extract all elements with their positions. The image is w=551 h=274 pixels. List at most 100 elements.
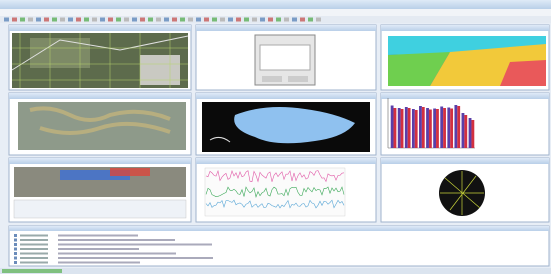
bar [457,106,460,148]
tool-icon[interactable] [188,18,193,22]
tool-icon[interactable] [252,18,257,22]
tool-icon[interactable] [52,18,57,22]
bar [401,109,404,148]
bar [391,106,394,149]
tool-icon[interactable] [20,18,25,22]
log-cell [58,244,212,246]
bar [440,107,443,149]
panel-world-map [9,93,191,155]
panel-dialog [196,25,376,90]
bar [422,107,425,148]
bar [394,108,397,148]
bar [398,108,401,148]
bar [412,109,415,148]
tool-icon[interactable] [60,18,65,22]
toolbar[interactable] [0,16,551,23]
tool-icon[interactable] [196,18,201,22]
tool-icon[interactable] [204,18,209,22]
log-icon [14,234,17,237]
tool-icon[interactable] [164,18,169,22]
bar [454,105,457,148]
tool-icon[interactable] [316,18,321,22]
log-cell [58,235,138,237]
tool-icon[interactable] [28,18,33,22]
log-icon [14,261,17,264]
tool-icon[interactable] [284,18,289,22]
log-icon [14,257,17,260]
bar [408,108,411,148]
dialog-button[interactable] [288,76,308,82]
tool-icon[interactable] [100,18,105,22]
tool-icon[interactable] [148,18,153,22]
bar [419,106,422,148]
tool-icon[interactable] [260,18,265,22]
log-panel [9,226,549,266]
tool-icon[interactable] [36,18,41,22]
tool-icon[interactable] [140,18,145,22]
log-cell [58,262,140,264]
bar [426,108,429,148]
panel-lake-map [196,93,376,155]
log-cell [58,257,213,259]
log-cell [58,248,139,250]
tool-icon[interactable] [276,18,281,22]
tool-icon[interactable] [212,18,217,22]
bar [429,110,432,149]
tool-icon[interactable] [172,18,177,22]
app-window [0,0,551,274]
tool-icon[interactable] [236,18,241,22]
log-icon [14,239,17,242]
log-icon [14,248,17,251]
log-icon [14,252,17,255]
bar [433,109,436,149]
bar [415,110,418,148]
log-cell [20,235,48,237]
tool-icon[interactable] [180,18,185,22]
log-cell [20,244,48,246]
bar [405,107,408,148]
panel-map [9,25,191,90]
bar [450,109,453,149]
tool-icon[interactable] [116,18,121,22]
log-cell [20,257,48,259]
tool-icon[interactable] [132,18,137,22]
panel-line-chart [196,158,376,222]
tool-icon[interactable] [220,18,225,22]
panel-polar-plot [381,158,549,222]
tool-icon[interactable] [300,18,305,22]
tool-icon[interactable] [92,18,97,22]
bar [469,118,472,148]
tool-icon[interactable] [124,18,129,22]
tool-icon[interactable] [156,18,161,22]
bar [464,115,467,148]
tool-icon[interactable] [4,18,9,22]
bar [436,109,439,148]
tool-icon[interactable] [292,18,297,22]
log-cell [20,248,48,250]
tool-icon[interactable] [244,18,249,22]
menu-bar[interactable] [0,9,551,16]
log-cell [58,253,176,255]
log-cell [58,239,175,241]
bar [443,108,446,148]
tool-icon[interactable] [268,18,273,22]
bar [447,108,450,149]
tool-icon[interactable] [12,18,17,22]
log-icon [14,243,17,246]
tool-icon[interactable] [68,18,73,22]
log-cell [20,239,48,241]
title-bar [0,0,551,9]
page: {"bar_panel": {"type": "bar", "ylim": [0… [0,0,551,274]
tool-icon[interactable] [76,18,81,22]
tool-icon[interactable] [84,18,89,22]
tool-icon[interactable] [228,18,233,22]
status-bar [0,268,551,274]
panel-bar-chart [381,93,549,155]
log-cell [20,253,48,255]
progress-bar [2,269,62,273]
tool-icon[interactable] [308,18,313,22]
tool-icon[interactable] [44,18,49,22]
dialog-button[interactable] [262,76,282,82]
panel-area-chart [381,25,549,90]
tool-icon[interactable] [108,18,113,22]
